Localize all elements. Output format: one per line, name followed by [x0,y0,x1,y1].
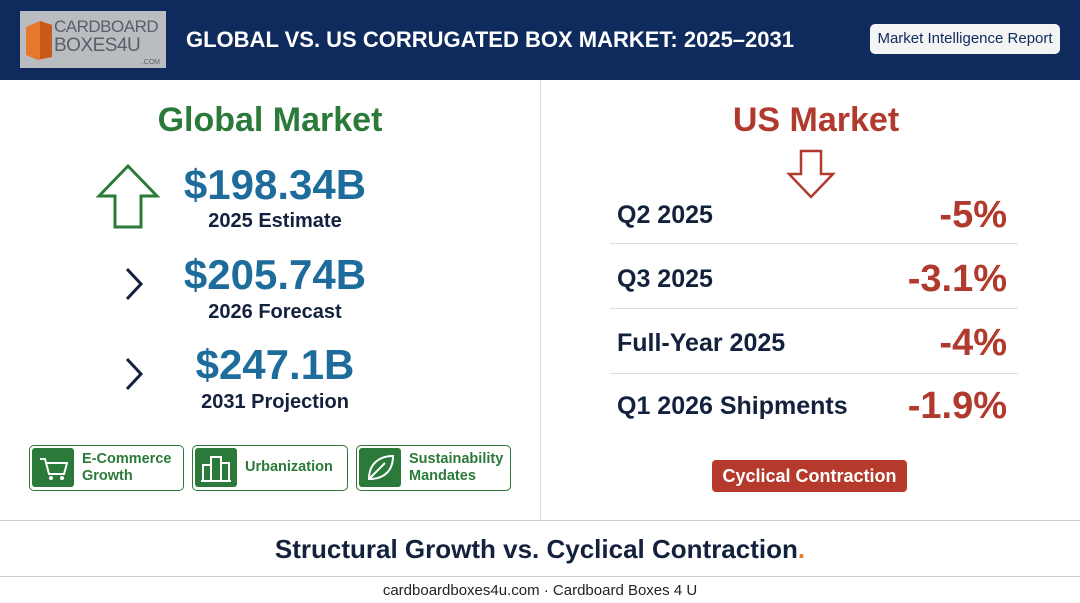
page-title: GLOBAL VS. US CORRUGATED BOX MARKET: 202… [186,27,794,52]
row-label: Q3 2025 [617,265,713,293]
row-separator [610,308,1018,309]
footer: cardboardboxes4u.com · Cardboard Boxes 4… [382,582,698,599]
metric-value: $205.74B [183,251,367,298]
row-separator [610,373,1018,374]
tagline-end: . [797,534,806,564]
metric-label: 2025 Estimate [208,210,342,232]
row-label: Q2 2025 [617,201,713,229]
logo-text: BOXES4U [54,35,141,56]
driver-label: Urbanization [245,459,333,475]
row-separator [610,243,1018,244]
city-icon [195,448,237,487]
row-value: -5% [939,194,1007,236]
metric-label: 2031 Projection [201,391,349,413]
row-value: -1.9% [907,385,1007,427]
metric-value: $247.1B [195,341,355,388]
logo: CARDBOARD BOXES4U .COM [20,11,166,68]
report-badge: Market Intelligence Report [870,24,1060,54]
driver-card: E-Commerce Growth [29,445,184,491]
driver-label: E-Commerce Growth [82,450,172,484]
row-label: Full-Year 2025 [617,329,786,357]
down-arrow [786,149,836,199]
row-value: -3.1% [907,258,1007,300]
tagline: Structural Growth vs. Cyclical Contracti… [0,534,1080,565]
divider [540,80,541,520]
section-heading: Global Market [157,101,383,139]
section-heading: US Market [732,101,900,139]
metric-value: $198.34B [183,161,367,208]
row-value: -4% [939,322,1007,364]
chevron [125,267,144,301]
logo-text: CARDBOARD [54,17,159,36]
logo-box-icon [26,21,52,60]
divider [0,520,1080,521]
row-label: Q1 2026 Shipments [617,392,848,420]
metric-label: 2026 Forecast [208,301,342,323]
up-arrow [96,163,160,229]
chevron [125,357,144,391]
divider [0,576,1080,577]
cart-icon [32,448,74,487]
status-badge: Cyclical Contraction [712,460,907,492]
leaf-icon [359,448,401,487]
driver-label: Sustainability Mandates [409,450,504,484]
driver-card: Urbanization [192,445,348,491]
logo-suffix: .COM [141,59,160,66]
tagline-text: Structural Growth vs. Cyclical Contracti… [274,534,798,564]
driver-card: Sustainability Mandates [356,445,511,491]
